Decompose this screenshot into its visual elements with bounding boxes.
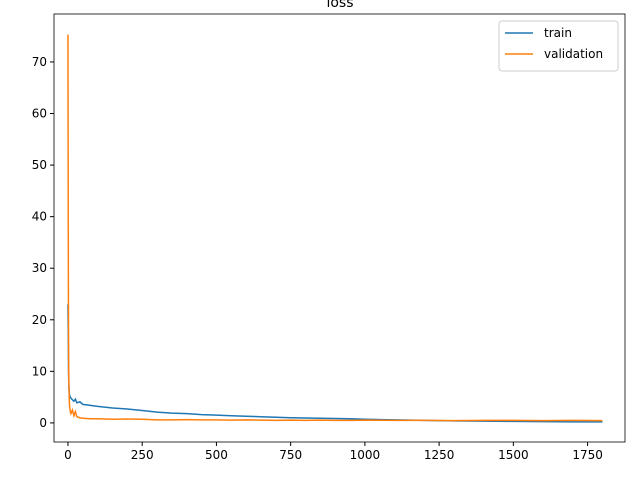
x-tick-label: 0 <box>64 448 72 462</box>
axes-frame <box>53 13 626 443</box>
y-tick-label: 0 <box>39 416 47 430</box>
y-tick-label: 10 <box>32 364 47 378</box>
x-tick-label: 1000 <box>350 448 381 462</box>
legend-label: validation <box>544 47 603 61</box>
y-tick-label: 50 <box>32 158 47 172</box>
y-tick-label: 30 <box>32 261 47 275</box>
y-tick-label: 60 <box>32 107 47 121</box>
chart-title: loss <box>326 0 353 11</box>
x-tick-label: 1750 <box>572 448 603 462</box>
legend-label: train <box>544 26 572 40</box>
x-tick-label: 750 <box>279 448 302 462</box>
x-tick-label: 250 <box>131 448 154 462</box>
y-tick-label: 70 <box>32 55 47 69</box>
y-tick-label: 20 <box>32 313 47 327</box>
x-tick-label: 1500 <box>498 448 529 462</box>
y-tick-label: 40 <box>32 210 47 224</box>
x-tick-label: 1250 <box>424 448 455 462</box>
line-series <box>67 34 603 422</box>
x-tick-label: 500 <box>205 448 228 462</box>
